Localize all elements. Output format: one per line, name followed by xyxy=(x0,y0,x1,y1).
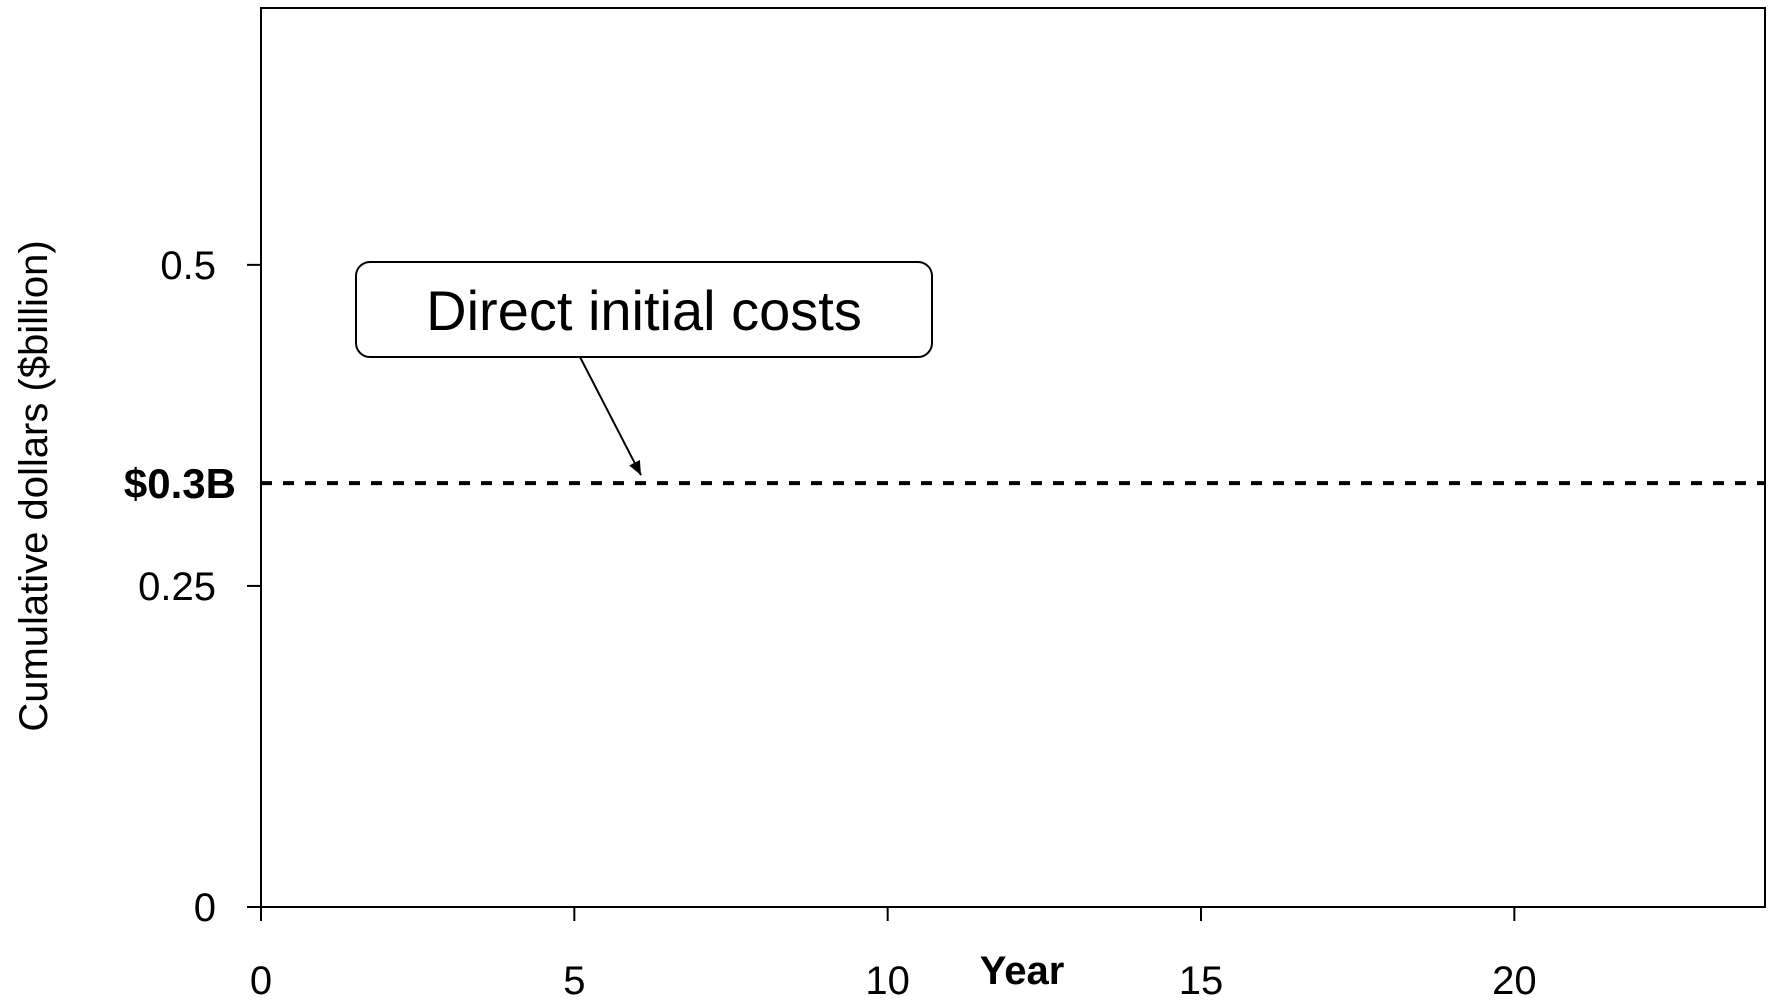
x-tick-label: 20 xyxy=(1492,959,1537,1002)
reference-value-label: $0.3B xyxy=(124,460,236,507)
y-axis-title: Cumulative dollars ($billion) xyxy=(12,240,56,731)
annotation-callout: Direct initial costs xyxy=(355,261,933,476)
y-tick-label: 0 xyxy=(194,886,216,930)
x-tick-label: 10 xyxy=(865,959,910,1002)
plot-area xyxy=(260,7,1766,908)
x-tick-label: 5 xyxy=(563,959,585,1002)
x-axis-title: Year xyxy=(980,949,1065,993)
y-axis-ticks: 0 0.25 0.5 xyxy=(138,244,261,930)
callout-box xyxy=(355,261,933,358)
x-tick-label: 0 xyxy=(250,959,272,1002)
y-tick-label: 0.25 xyxy=(138,565,216,609)
x-axis-ticks: 0 5 10 15 20 xyxy=(250,907,1537,1002)
callout-arrowhead xyxy=(629,459,641,476)
x-tick-label: 15 xyxy=(1179,959,1224,1002)
callout-pointer xyxy=(579,356,642,476)
y-tick-label: 0.5 xyxy=(160,244,216,288)
callout-text: Direct initial costs xyxy=(426,279,862,342)
